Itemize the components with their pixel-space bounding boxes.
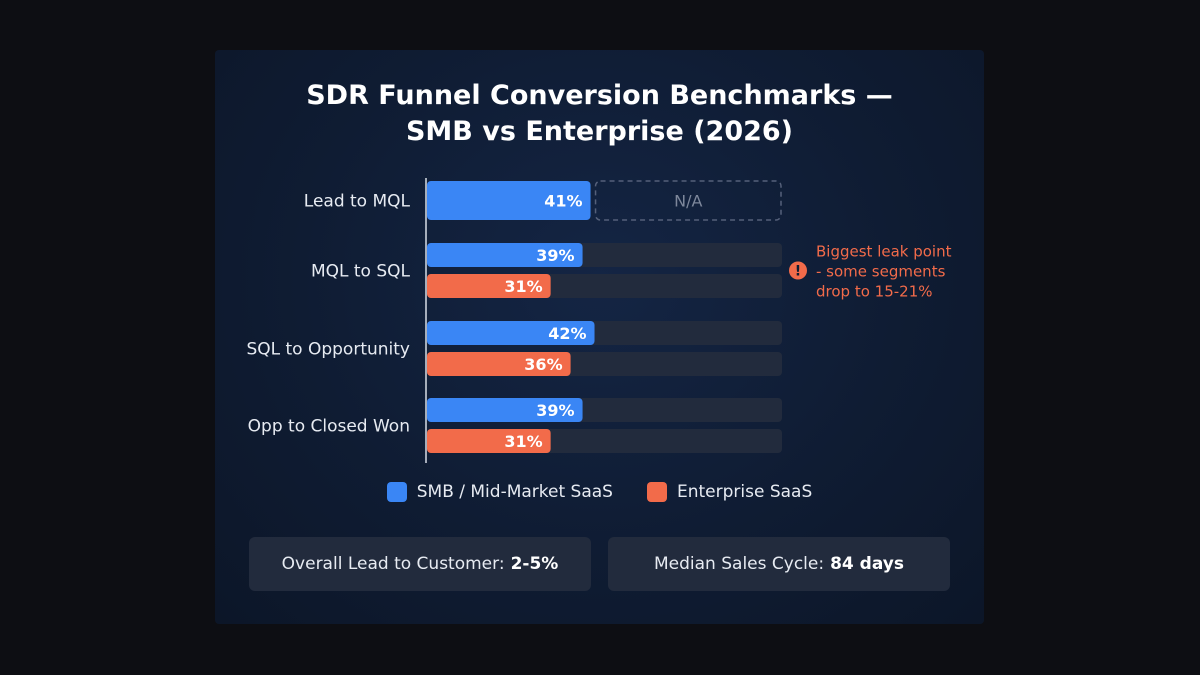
chart-legend: SMB / Mid-Market SaaS Enterprise SaaS [215, 482, 984, 502]
legend-item-enterprise: Enterprise SaaS [646, 482, 813, 502]
category-label-lead-to-mql: Lead to MQL [304, 192, 411, 212]
legend-label-enterprise: Enterprise SaaS [676, 482, 813, 502]
chart-card: SDR Funnel Conversion Benchmarks — SMB v… [215, 50, 984, 624]
legend-swatch-smb [386, 482, 407, 502]
legend-swatch-enterprise [646, 482, 667, 502]
annotation-line-2: - some segments [816, 263, 946, 281]
bar-label-smb-sql-to-opportunity: 42% [548, 324, 586, 343]
bar-placeholder-enterprise-lead-to-mql [594, 180, 782, 221]
stat-median-sales-cycle-label: Median Sales Cycle: [654, 554, 825, 574]
bar-enterprise-opp-to-closed-won [427, 429, 551, 453]
bar-label-enterprise-mql-to-sql: 31% [504, 277, 542, 296]
bar-chart: Lead to MQL 41% N/A MQL to SQL 39% 31% SQL to … [246, 178, 952, 463]
category-label-opp-to-closed-won: Opp to Closed Won [248, 417, 410, 437]
legend-label-smb: SMB / Mid-Market SaaS [416, 482, 613, 502]
bar-enterprise-sql-to-opportunity [427, 352, 571, 376]
bar-smb-mql-to-sql [427, 243, 583, 267]
bar-smb-sql-to-opportunity [427, 321, 595, 345]
bar-label-enterprise-lead-to-mql: N/A [674, 192, 702, 211]
bar-label-enterprise-opp-to-closed-won: 31% [504, 432, 542, 451]
bar-smb-opp-to-closed-won [427, 398, 583, 422]
stat-lead-to-customer-label: Overall Lead to Customer: [281, 554, 505, 574]
bar-smb-lead-to-mql [427, 181, 591, 220]
stat-lead-to-customer-value: 2-5% [510, 554, 559, 574]
stat-median-sales-cycle: Median Sales Cycle: 84 days [608, 537, 950, 591]
category-label-mql-to-sql: MQL to SQL [311, 262, 411, 282]
chart-title-line-2: SMB vs Enterprise (2026) [405, 116, 794, 147]
bar-label-smb-opp-to-closed-won: 39% [536, 401, 574, 420]
stat-lead-to-customer: Overall Lead to Customer: 2-5% [249, 537, 591, 591]
exclamation-icon [789, 261, 807, 280]
bar-label-smb-mql-to-sql: 39% [536, 246, 574, 265]
bar-label-enterprise-sql-to-opportunity: 36% [524, 355, 562, 374]
bar-label-smb-lead-to-mql: 41% [544, 192, 582, 211]
chart-title-line-1: SDR Funnel Conversion Benchmarks — [306, 80, 893, 111]
bar-enterprise-mql-to-sql [427, 274, 551, 298]
chart-title: SDR Funnel Conversion Benchmarks — SMB v… [215, 78, 984, 150]
exclamation-icon-glyph: ! [795, 264, 801, 280]
annotation-line-3: drop to 15-21% [816, 283, 933, 301]
stat-median-sales-cycle-value: 84 days [830, 554, 904, 574]
category-label-sql-to-opportunity: SQL to Opportunity [246, 340, 410, 360]
legend-item-smb: SMB / Mid-Market SaaS [386, 482, 613, 502]
annotation-line-1: Biggest leak point [816, 243, 952, 261]
